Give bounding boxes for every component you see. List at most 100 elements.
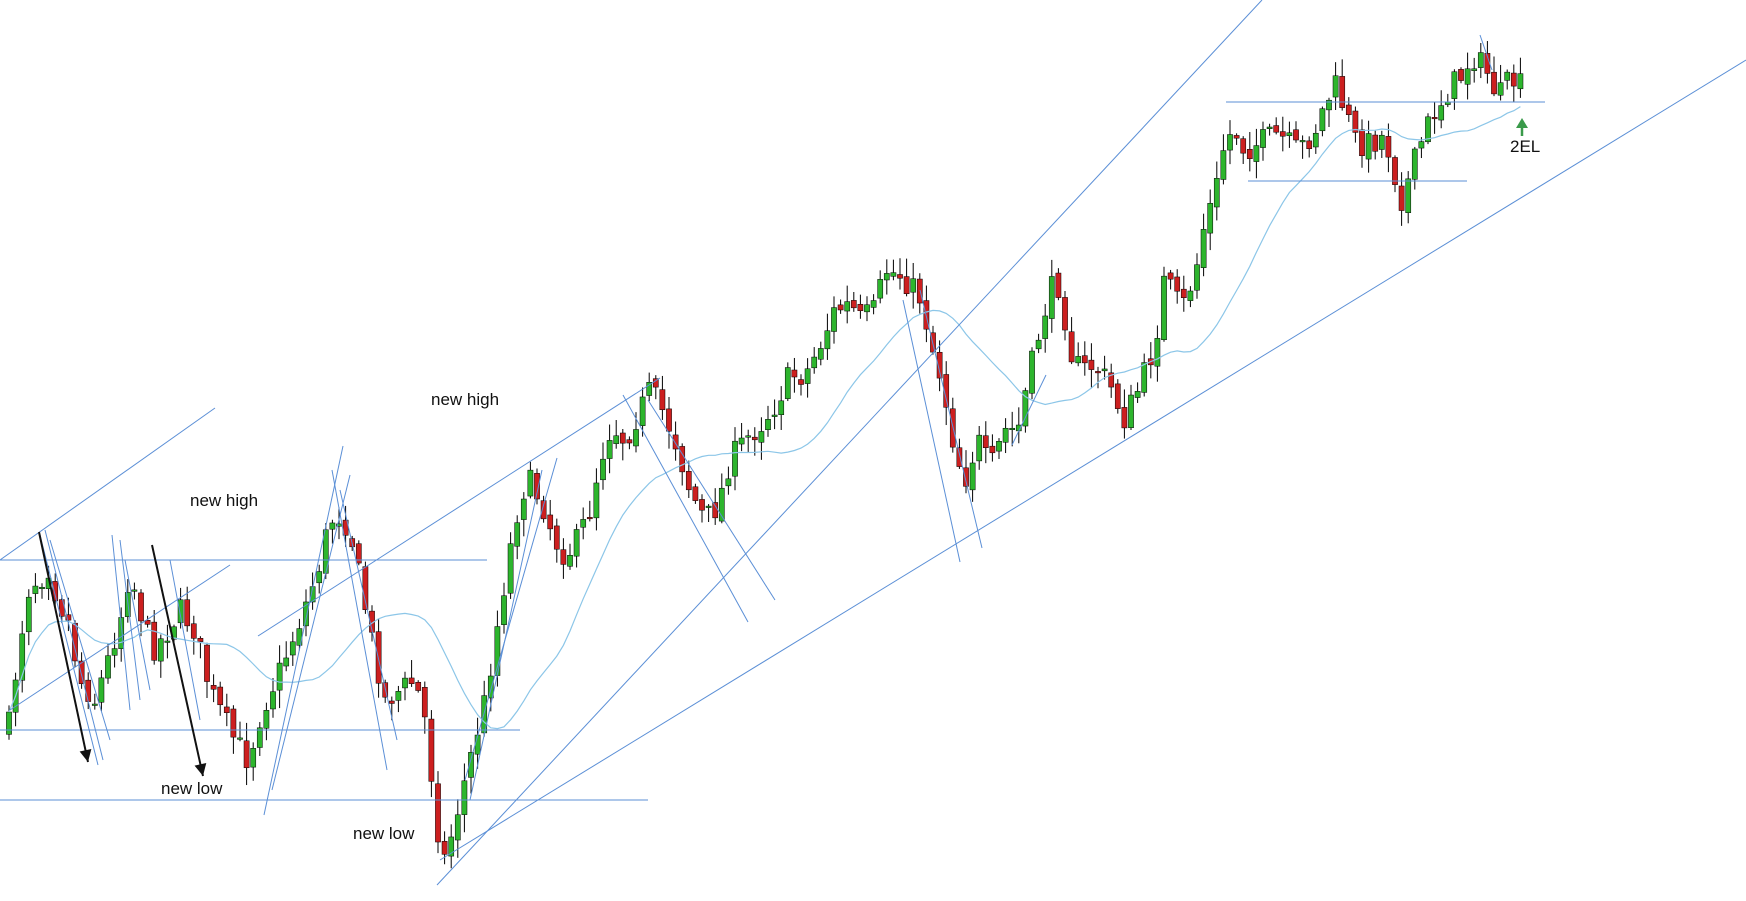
candle-body [395,691,402,701]
candle-body [250,748,257,768]
trendline [257,377,661,637]
candle-body [1095,371,1101,374]
candle-body [441,841,448,855]
candle-body [1114,383,1121,409]
candle-body [1438,105,1445,121]
candle-body [190,623,197,639]
candle-body [487,675,494,699]
candle-body [989,445,996,454]
candle-body [1161,275,1167,340]
candle-body [131,589,138,592]
candle-body [1458,69,1464,81]
candle-body [303,601,309,627]
candle-body [421,687,428,718]
candle-body [1464,68,1471,85]
candle-body [573,529,580,557]
candle-body [105,655,111,679]
candle-body [1134,391,1141,398]
candle-body [316,571,323,584]
candle-body [507,543,514,594]
candle-body [943,374,950,408]
candle-body [454,814,461,841]
candle-body [547,514,554,530]
candle-body [699,499,705,511]
candle-body [520,498,527,520]
candle-body [1306,140,1313,149]
candle-body [1385,136,1392,158]
candle-body [613,435,620,444]
candle-body [877,279,884,299]
candle-body [1398,185,1405,211]
candle-body [1365,133,1372,160]
annotation-new-low-2: new low [353,824,415,843]
candle-body [619,432,626,444]
candle-body [831,307,837,332]
candle-body [1194,264,1200,291]
candle-body [1332,75,1339,98]
trendline [39,534,99,766]
candle-body [237,737,243,740]
candle-body [1491,71,1497,95]
candle-body [1213,178,1220,208]
candle-body [39,586,45,589]
candle-body [1497,82,1504,96]
trendline [263,445,344,816]
candle-body [567,555,573,567]
candle-body [474,734,481,755]
candle-body [1431,117,1438,120]
down-arrow-2-head [194,762,207,776]
candle-body [817,348,824,360]
candle-body [685,471,692,491]
trendline [902,299,961,563]
candle-body [910,278,917,293]
candle-body [705,505,712,508]
candle-body [1240,138,1247,154]
candle-body [276,662,283,691]
candle-body [738,437,745,445]
candle-body [1121,407,1128,429]
candle-body [976,434,983,462]
candle-body [25,596,32,633]
candle-body [6,711,12,735]
candle-body [1504,71,1511,81]
trendline [469,469,543,801]
candle-body [1101,368,1108,372]
candle-body [540,500,547,520]
candle-body [1293,129,1299,141]
candle-body [78,660,85,684]
candle-body [811,356,818,369]
candle-body [982,435,989,448]
candle-body [1319,108,1326,132]
candle-body [289,641,296,656]
candle-body [600,458,606,481]
candle-body [672,434,679,450]
candle-body [606,440,613,459]
candle-body [1075,356,1082,364]
candle-body [210,685,217,690]
candle-body [388,700,395,704]
trendline [464,457,558,781]
candle-body [1233,135,1240,139]
candle-body [1299,140,1306,143]
trendline [1479,34,1493,71]
candle-body [850,300,857,309]
candle-body [1510,72,1517,87]
candle-body [1220,150,1227,180]
candle-body [164,640,171,643]
candle-body [791,369,798,378]
candle-body [1345,104,1352,115]
candle-body [804,368,811,384]
candle-body [1048,276,1055,319]
candle-body [824,330,831,350]
entry-arrow-head [1516,118,1528,128]
candle-body [1035,339,1042,350]
candle-body [177,599,184,624]
candle-body [230,708,237,738]
candle-body [1187,290,1194,301]
candle-body [765,419,771,430]
candle-body [1260,129,1266,148]
candle-body [857,303,864,312]
candle-body [1009,427,1016,430]
trendline [439,59,1746,861]
candle-body [837,304,844,311]
